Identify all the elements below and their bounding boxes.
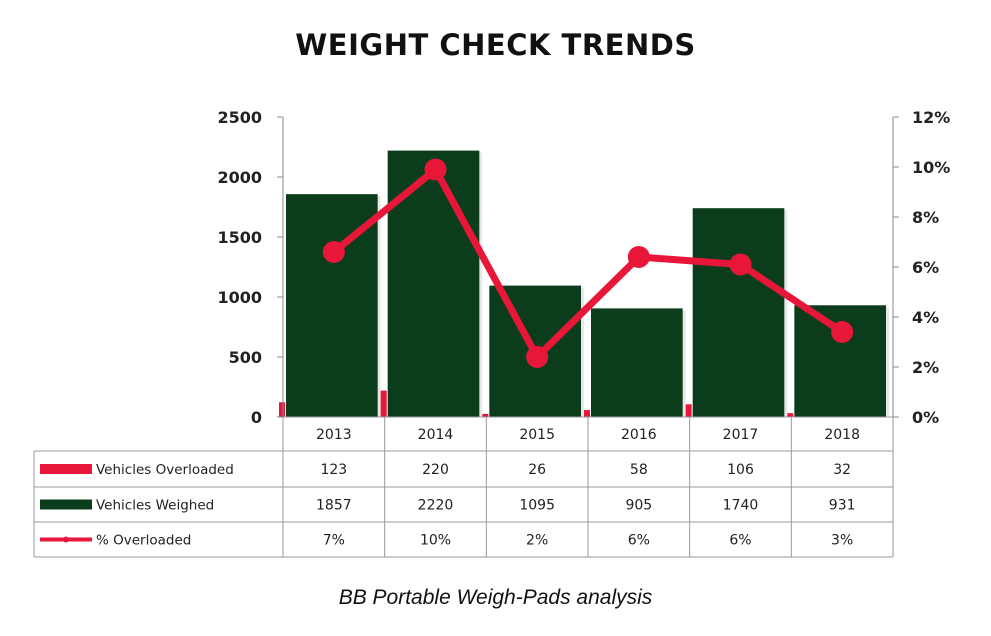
legend-label: Vehicles Weighed <box>96 498 214 514</box>
table-cell: 26 <box>528 462 546 478</box>
table-cell: 2% <box>526 533 548 549</box>
table-cell: 7% <box>323 533 345 549</box>
category-label: 2015 <box>519 427 555 443</box>
left-tick-label: 0 <box>251 408 262 427</box>
table-cell: 6% <box>729 533 751 549</box>
bar-vehicles-overloaded-2013 <box>279 402 285 417</box>
axes: 2500 2000 1500 1000 500 0 12% 10% 8% 6% 4% 2% 0% <box>217 108 950 427</box>
table-cell: 123 <box>320 462 347 478</box>
right-tick-label: 4% <box>912 308 939 327</box>
right-tick-label: 10% <box>912 158 950 177</box>
category-label: 2013 <box>316 427 352 443</box>
bar-vehicles-weighed-2016 <box>591 308 683 417</box>
left-tick-label: 1500 <box>217 228 262 247</box>
chart-svg: 2500 2000 1500 1000 500 0 12% 10% 8% 6% 4% 2% 0% 201… <box>33 108 950 558</box>
right-tick-label: 6% <box>912 258 939 277</box>
plot-area <box>279 150 889 417</box>
bar-vehicles-weighed-2017 <box>692 208 785 417</box>
chart-caption: BB Portable Weigh-Pads analysis <box>338 586 653 609</box>
chart-title: WEIGHT CHECK TRENDS <box>295 28 696 62</box>
category-label: 2018 <box>824 427 860 443</box>
point-percent-overloaded-2013 <box>322 241 345 263</box>
left-tick-label: 1000 <box>217 288 262 307</box>
bar-vehicles-overloaded-2018 <box>787 413 794 417</box>
left-tick-label: 500 <box>229 348 262 367</box>
table-cell: 58 <box>630 462 648 478</box>
legend-label: % Overloaded <box>96 533 191 549</box>
left-tick-label: 2500 <box>217 108 262 127</box>
table-cell: 1857 <box>316 498 352 514</box>
table-cell: 2220 <box>418 498 454 514</box>
category-label: 2016 <box>621 427 657 443</box>
category-label: 2014 <box>418 427 454 443</box>
point-percent-overloaded-2015 <box>526 346 549 368</box>
bar-vehicles-overloaded-2017 <box>685 404 692 417</box>
table-cell: 10% <box>420 533 451 549</box>
table-cell: 106 <box>727 462 754 478</box>
bar-vehicles-overloaded-2015 <box>482 413 489 417</box>
bar-vehicles-overloaded-2014 <box>380 390 387 417</box>
table-cell: 32 <box>833 462 851 478</box>
table-cell: 1740 <box>723 498 759 514</box>
line-percent-overloaded <box>330 166 846 361</box>
right-tick-label: 8% <box>912 208 939 227</box>
point-percent-overloaded-2014 <box>424 158 447 181</box>
right-tick-label: 12% <box>912 108 950 127</box>
table-cell: 6% <box>628 533 650 549</box>
table-cell: 1095 <box>519 498 555 514</box>
left-tick-label: 2000 <box>217 168 262 187</box>
right-tick-label: 0% <box>912 408 939 427</box>
bar-vehicles-weighed-2014 <box>387 150 480 417</box>
table-cell: 931 <box>829 498 856 514</box>
legend-label: Vehicles Overloaded <box>96 462 234 478</box>
point-percent-overloaded-2017 <box>729 253 752 276</box>
category-label: 2017 <box>723 427 759 443</box>
bar-vehicles-overloaded-2016 <box>584 410 590 417</box>
table-cell: 3% <box>831 533 853 549</box>
right-tick-label: 2% <box>912 358 939 377</box>
legend-key-marker <box>63 536 69 543</box>
table-cell: 905 <box>625 498 652 514</box>
data-table: 2013 2014 2015 2016 2017 2018 Vehicles Overloa… <box>33 416 894 558</box>
legend-key-swatch <box>40 499 92 510</box>
table-cell: 220 <box>422 462 449 478</box>
legend-key-swatch <box>40 464 92 474</box>
point-percent-overloaded-2018 <box>831 321 854 343</box>
point-percent-overloaded-2016 <box>627 246 650 268</box>
